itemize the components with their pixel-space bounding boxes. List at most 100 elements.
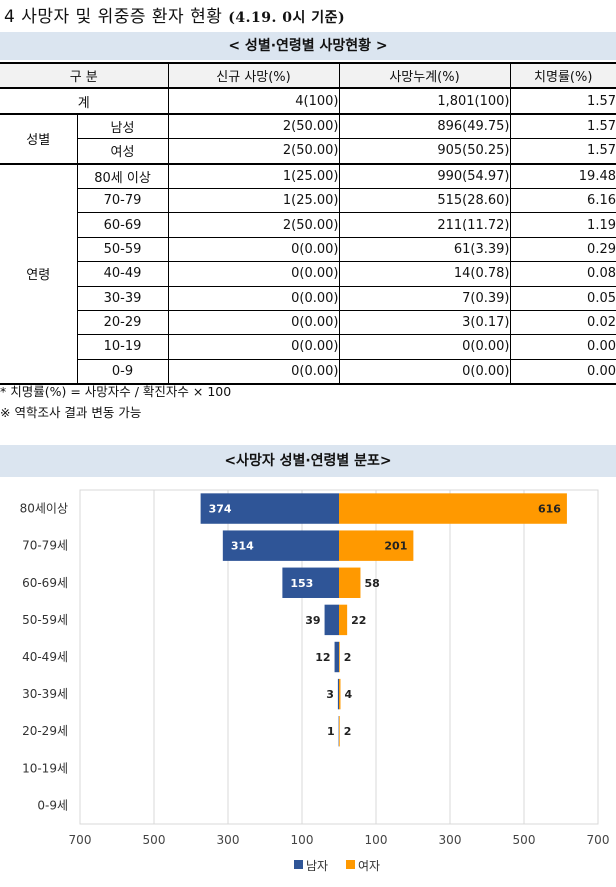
cell-rate: 1.19 <box>510 213 616 237</box>
data-label-male: 1 <box>327 725 335 738</box>
table-header-row: 구 분 신규 사망(%) 사망누계(%) 치명률(%) <box>0 63 616 88</box>
x-tick-label: 500 <box>143 833 166 847</box>
bar-male <box>325 605 339 635</box>
row-label: 남성 <box>77 114 168 139</box>
x-tick-label: 100 <box>291 833 314 847</box>
bar-male <box>335 642 339 672</box>
y-category-label: 0-9세 <box>37 798 68 812</box>
col-header-new-deaths: 신규 사망(%) <box>168 63 339 88</box>
row-label: 30-39 <box>77 286 168 310</box>
y-category-label: 70-79세 <box>22 539 68 553</box>
cell-cum: 990(54.97) <box>339 164 510 189</box>
data-label-female: 2 <box>344 651 352 664</box>
row-label: 40-49 <box>77 262 168 286</box>
data-label-male: 3 <box>326 688 334 701</box>
col-header-category: 구 분 <box>0 63 168 88</box>
table-row: 20-29 0(0.00) 3(0.17) 0.02 <box>0 310 616 334</box>
cell-new: 0(0.00) <box>168 262 339 286</box>
cell-rate: 0.02 <box>510 310 616 334</box>
bar-female <box>339 493 567 523</box>
cell-rate: 0.05 <box>510 286 616 310</box>
row-label: 50-59 <box>77 237 168 261</box>
row-label: 20-29 <box>77 310 168 334</box>
data-label-female: 201 <box>384 540 407 553</box>
table-row: 10-19 0(0.00) 0(0.00) 0.00 <box>0 335 616 359</box>
group-label-age: 연령 <box>0 164 77 385</box>
table-row: 30-39 0(0.00) 7(0.39) 0.05 <box>0 286 616 310</box>
cell-new: 2(50.00) <box>168 139 339 164</box>
data-label-male: 39 <box>305 614 320 627</box>
cell-cum: 515(28.60) <box>339 188 510 212</box>
y-category-label: 20-29세 <box>22 724 68 738</box>
cell-new: 4(100) <box>168 88 339 113</box>
cell-rate: 0.00 <box>510 359 616 384</box>
footnote-disclaimer: ※ 역학조사 결과 변동 가능 <box>0 402 231 423</box>
legend-label-male: 남자 <box>306 859 328 873</box>
row-label: 10-19 <box>77 335 168 359</box>
x-tick-label: 500 <box>513 833 536 847</box>
data-label-female: 616 <box>538 503 561 516</box>
cell-cum: 1,801(100) <box>339 88 510 113</box>
data-label-female: 4 <box>344 688 352 701</box>
cell-rate: 0.29 <box>510 237 616 261</box>
row-label: 60-69 <box>77 213 168 237</box>
cell-new: 0(0.00) <box>168 237 339 261</box>
row-label: 계 <box>0 88 168 113</box>
data-label-male: 12 <box>315 651 330 664</box>
cell-rate: 0.08 <box>510 262 616 286</box>
legend-swatch-female <box>346 860 355 869</box>
cell-new: 2(50.00) <box>168 213 339 237</box>
cell-new: 1(25.00) <box>168 164 339 189</box>
x-tick-label: 100 <box>365 833 388 847</box>
cell-cum: 3(0.17) <box>339 310 510 334</box>
cell-rate: 1.57 <box>510 88 616 113</box>
bar-female <box>339 568 360 598</box>
cell-rate: 19.48 <box>510 164 616 189</box>
table-row: 여성 2(50.00) 905(50.25) 1.57 <box>0 139 616 164</box>
cell-cum: 0(0.00) <box>339 335 510 359</box>
cell-rate: 0.00 <box>510 335 616 359</box>
data-label-female: 58 <box>364 577 379 590</box>
y-category-label: 50-59세 <box>22 613 68 627</box>
cell-cum: 14(0.78) <box>339 262 510 286</box>
title-main: 4 사망자 및 위중증 환자 현황 <box>4 7 222 27</box>
footnotes: * 치명률(%) = 사망자수 / 확진자수 × 100 ※ 역학조사 결과 변… <box>0 381 231 423</box>
col-header-cumulative: 사망누계(%) <box>339 63 510 88</box>
cell-cum: 0(0.00) <box>339 359 510 384</box>
y-category-label: 40-49세 <box>22 650 68 664</box>
cell-new: 2(50.00) <box>168 114 339 139</box>
data-label-female: 22 <box>351 614 366 627</box>
cell-new: 1(25.00) <box>168 188 339 212</box>
col-header-fatality-rate: 치명률(%) <box>510 63 616 88</box>
data-label-male: 153 <box>290 577 313 590</box>
cell-new: 0(0.00) <box>168 335 339 359</box>
x-tick-label: 300 <box>217 833 240 847</box>
x-tick-label: 700 <box>69 833 92 847</box>
legend-swatch-male <box>294 860 303 869</box>
cell-cum: 211(11.72) <box>339 213 510 237</box>
y-category-label: 60-69세 <box>22 576 68 590</box>
bar-male <box>338 679 339 709</box>
page-title: 4 사망자 및 위중증 환자 현황 (4.19. 0시 기준) <box>4 2 345 27</box>
row-label: 70-79 <box>77 188 168 212</box>
table-banner: < 성별·연령별 사망현황 > <box>0 32 616 60</box>
table-row-total: 계 4(100) 1,801(100) 1.57 <box>0 88 616 113</box>
death-status-table: 구 분 신규 사망(%) 사망누계(%) 치명률(%) 계 4(100) 1,8… <box>0 62 616 385</box>
cell-cum: 61(3.39) <box>339 237 510 261</box>
row-label: 80세 이상 <box>77 164 168 189</box>
y-category-label: 30-39세 <box>22 687 68 701</box>
bar-female <box>339 679 340 709</box>
data-label-male: 374 <box>209 503 232 516</box>
title-date: (4.19. 0시 기준) <box>228 10 345 26</box>
data-label-male: 314 <box>231 540 254 553</box>
bar-female <box>339 716 340 746</box>
cell-cum: 896(49.75) <box>339 114 510 139</box>
group-label-sex: 성별 <box>0 114 77 164</box>
cell-new: 0(0.00) <box>168 310 339 334</box>
table-row: 성별 남성 2(50.00) 896(49.75) 1.57 <box>0 114 616 139</box>
y-category-label: 80세이상 <box>20 502 68 516</box>
table-row: 40-49 0(0.00) 14(0.78) 0.08 <box>0 262 616 286</box>
chart-title: <사망자 성별·연령별 분포> <box>0 445 616 477</box>
cell-cum: 905(50.25) <box>339 139 510 164</box>
